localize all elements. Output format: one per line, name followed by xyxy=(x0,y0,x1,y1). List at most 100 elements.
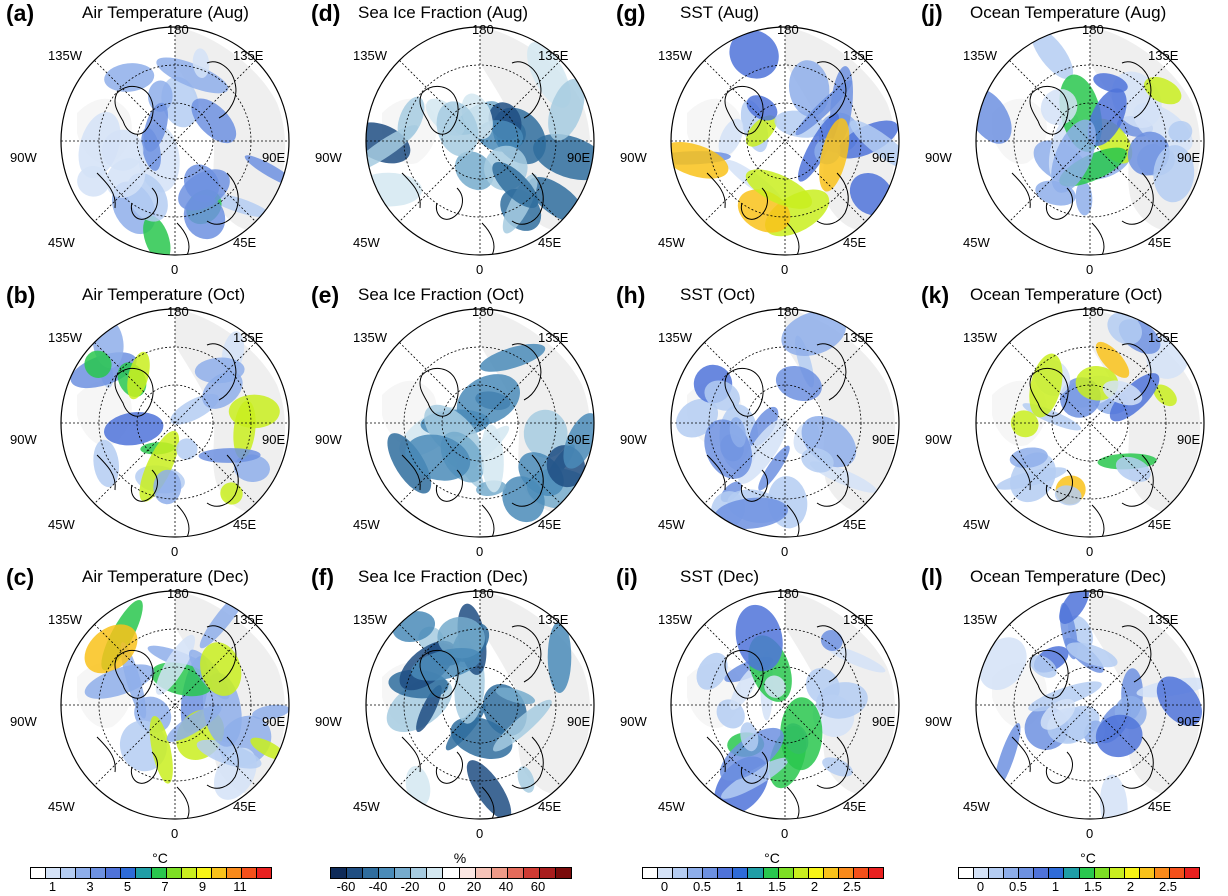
lon-label-bottom-right: 45E xyxy=(1148,517,1172,532)
colorbar-swatch xyxy=(151,868,167,878)
colorbar-swatch xyxy=(475,868,492,878)
colorbar-tick: 0.5 xyxy=(692,879,712,894)
lon-label-top-left: 135W xyxy=(353,330,387,345)
lon-label-left: 90W xyxy=(620,432,647,447)
colorbar-swatch xyxy=(459,868,476,878)
panel-title: Sea Ice Fraction (Aug) xyxy=(358,3,529,22)
lon-label-bottom-right: 45E xyxy=(233,235,257,250)
lon-label-top: 180 xyxy=(472,22,494,37)
colorbar-swatch xyxy=(61,868,77,878)
colorbar-swatch xyxy=(1004,868,1020,878)
colorbar-swatch xyxy=(31,868,47,878)
lon-label-top-left: 135W xyxy=(48,48,82,63)
colorbar-swatch xyxy=(838,868,854,878)
colorbar-swatch xyxy=(823,868,839,878)
colorbar-swatch xyxy=(974,868,990,878)
colorbar-swatch xyxy=(76,868,92,878)
lon-label-left: 90W xyxy=(925,150,952,165)
lon-label-top-right: 135E xyxy=(538,48,569,63)
map-panel-d: (d) Sea Ice Fraction (Aug) 180 135W 135E 90W 9… xyxy=(305,0,605,282)
colorbar-swatch xyxy=(241,868,257,878)
colorbar-tick: 1 xyxy=(1051,879,1060,894)
panel-label: (f) xyxy=(311,564,334,590)
colorbar-unit: % xyxy=(453,850,467,866)
colorbar-swatch xyxy=(427,868,444,878)
polar-map xyxy=(60,590,290,820)
colorbar-swatch xyxy=(643,868,659,878)
colorbar-tick: -60 xyxy=(336,879,356,894)
colorbar-2: % -60 -40 -20 0 20 40 60 xyxy=(330,850,590,896)
colorbar-tick: 11 xyxy=(233,879,247,894)
panel-label: (g) xyxy=(616,0,646,26)
colorbar-tick: 9 xyxy=(198,879,207,894)
panel-title: Ocean Temperature (Aug) xyxy=(970,3,1167,22)
colorbar-swatch xyxy=(1169,868,1185,878)
panel-title: Air Temperature (Aug) xyxy=(82,3,249,22)
colorbar-tick: 1.5 xyxy=(767,879,787,894)
lon-label-right: 90E xyxy=(872,150,896,165)
lon-label-right: 90E xyxy=(872,714,896,729)
colorbar-swatch xyxy=(1034,868,1050,878)
polar-map xyxy=(60,26,290,256)
colorbar-swatch xyxy=(256,868,271,878)
colorbar-swatch xyxy=(853,868,869,878)
lon-label-top-left: 135W xyxy=(48,330,82,345)
panel-title: SST (Aug) xyxy=(680,3,760,22)
lon-label-left: 90W xyxy=(620,714,647,729)
lon-label-bottom-right: 45E xyxy=(538,235,562,250)
map-panel-j: (j) Ocean Temperature (Aug) 180 135W 135E 90W… xyxy=(915,0,1215,282)
colorbar-swatch xyxy=(379,868,396,878)
colorbar-swatch xyxy=(347,868,364,878)
lon-label-top-right: 135E xyxy=(233,48,264,63)
lon-label-top-right: 135E xyxy=(233,612,264,627)
map-panel-e: (e) Sea Ice Fraction (Oct) 180 135W 135E 90W 9… xyxy=(305,282,605,564)
colorbar-swatch xyxy=(748,868,764,878)
lon-label-bottom: 0 xyxy=(1086,262,1094,277)
colorbar-swatch xyxy=(1049,868,1065,878)
colorbar-swatch xyxy=(539,868,556,878)
panel-title: SST (Dec) xyxy=(680,567,760,586)
polar-map xyxy=(60,308,290,538)
lon-label-bottom: 0 xyxy=(171,262,179,277)
colorbar-swatch xyxy=(331,868,348,878)
lon-label-bottom-left: 45W xyxy=(48,235,75,250)
lon-label-top-right: 135E xyxy=(538,330,569,345)
lon-label-bottom-left: 45W xyxy=(48,799,75,814)
lon-label-bottom: 0 xyxy=(171,826,179,841)
lon-label-top: 180 xyxy=(1082,586,1104,601)
lon-label-top-right: 135E xyxy=(538,612,569,627)
colorbar-swatch xyxy=(555,868,571,878)
colorbar-swatch xyxy=(211,868,227,878)
polar-map xyxy=(670,590,900,820)
colorbar-unit: °C xyxy=(764,850,780,866)
colorbar-swatch xyxy=(106,868,122,878)
lon-label-right: 90E xyxy=(262,150,286,165)
colorbar-tick: 7 xyxy=(161,879,169,894)
colorbar-tick: 2 xyxy=(810,879,819,894)
lon-label-bottom-right: 45E xyxy=(538,517,562,532)
lon-label-top-left: 135W xyxy=(658,330,692,345)
polar-map xyxy=(365,26,595,256)
lon-label-bottom-left: 45W xyxy=(658,517,685,532)
colorbar-unit: °C xyxy=(1080,850,1096,866)
lon-label-bottom-left: 45W xyxy=(353,235,380,250)
colorbar-swatch xyxy=(523,868,540,878)
panel-title: Air Temperature (Oct) xyxy=(82,285,246,304)
polar-map xyxy=(975,26,1205,256)
map-panel-k: (k) Ocean Temperature (Oct) 180 135W 135E 90W… xyxy=(915,282,1215,564)
colorbar-tick: 20 xyxy=(466,879,482,894)
lon-label-top-left: 135W xyxy=(48,612,82,627)
colorbar-tick: 2 xyxy=(1126,879,1135,894)
lon-label-top-right: 135E xyxy=(843,48,874,63)
panel-title: SST (Oct) xyxy=(680,285,756,304)
lon-label-top-left: 135W xyxy=(353,612,387,627)
lon-label-bottom: 0 xyxy=(476,544,484,559)
lon-label-top: 180 xyxy=(777,304,799,319)
polar-map xyxy=(365,590,595,820)
map-panel-g: (g) SST (Aug) 180 135W 135E 90W 90E 45W 45E 0 xyxy=(610,0,910,282)
colorbar-swatch xyxy=(1139,868,1155,878)
lon-label-bottom-right: 45E xyxy=(233,517,257,532)
map-panel-c: (c) Air Temperature (Dec) 180 135W 135E 90W 90… xyxy=(0,564,300,846)
colorbar-swatch xyxy=(658,868,674,878)
colorbar-swatch xyxy=(1019,868,1035,878)
